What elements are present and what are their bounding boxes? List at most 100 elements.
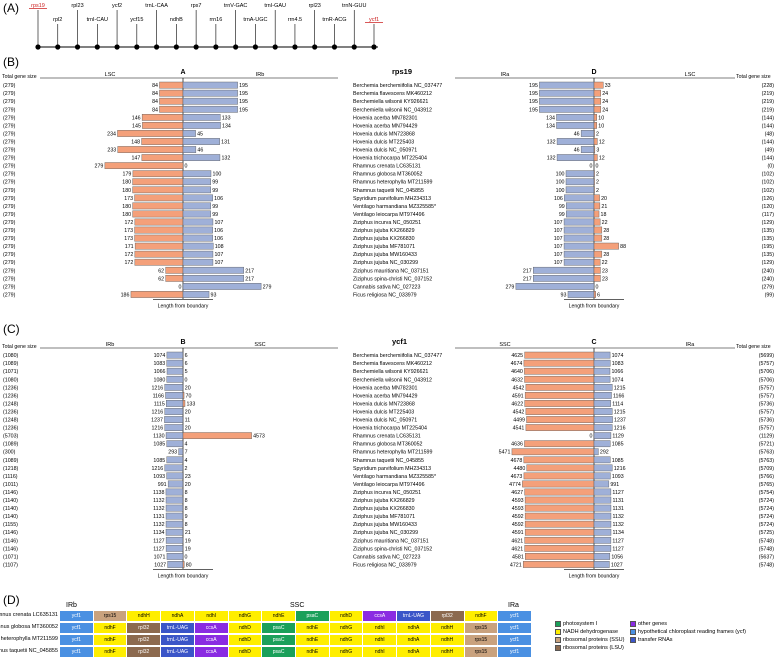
gene-block: ycf1: [60, 647, 94, 657]
total-size-value: (129): [762, 220, 775, 226]
boundary-bar: [165, 520, 184, 528]
boundary-bar: [182, 105, 238, 113]
bar-value: 106: [214, 228, 223, 234]
boundary-bar: [593, 226, 603, 234]
bar-value: 62: [158, 276, 164, 282]
bar-value: 99: [212, 188, 218, 194]
total-size-value: (5765): [759, 482, 775, 488]
boundary-bar: [182, 250, 214, 258]
bar-value: 93: [211, 292, 217, 298]
gene-block: ndhF: [464, 611, 499, 621]
boundary-bar: [165, 432, 184, 440]
boundary-marker: C: [591, 339, 596, 346]
region-label: LSC: [685, 72, 696, 78]
bar-value: 1138: [153, 490, 164, 496]
bar-value: 46: [574, 131, 580, 137]
bar-value: 1127: [612, 546, 623, 552]
gene-label: trnV-GAC: [224, 3, 248, 9]
gene-block: ccsA: [363, 611, 398, 621]
bar-value: 1166: [153, 393, 164, 399]
gene-block: trnL-UAG: [397, 611, 431, 621]
bar-value: 1216: [151, 426, 163, 432]
species-label: Hovenia trichocarpa MT225404: [353, 156, 427, 162]
bar-value: 4627: [511, 490, 523, 496]
boundary-bar: [593, 178, 595, 186]
bar-value: 28: [603, 236, 609, 242]
gene-block: ndhF: [93, 623, 128, 633]
total-size-value: (5757): [759, 393, 775, 399]
bar-value: 1131: [612, 506, 623, 512]
gene-block: rpl32: [127, 623, 162, 633]
bar-value: 3: [596, 148, 599, 154]
length-label: Length from boundary: [158, 303, 209, 309]
gene-label: rpl23: [71, 3, 83, 9]
boundary-bar: [593, 138, 598, 145]
bar-value: 1132: [153, 506, 164, 512]
gene-label: trnL-CAA: [145, 3, 168, 9]
bar-value: 45: [197, 131, 203, 137]
bar-value: 0: [596, 284, 599, 290]
total-size-header: Total gene size: [2, 74, 37, 80]
boundary-bar: [182, 97, 238, 105]
species-label: Hovenia dulcis MT225403: [353, 139, 414, 145]
boundary-bar: [593, 392, 612, 399]
bar-value: 10: [598, 115, 604, 121]
bar-value: 279: [506, 284, 515, 290]
gene-dot: [134, 44, 140, 50]
boundary-bar: [182, 89, 238, 97]
species-label: Ziziphus jujuba MW160433: [353, 522, 417, 528]
bar-value: 4542: [513, 385, 525, 391]
gene-block: trnL-UAG: [161, 635, 195, 645]
bar-value: 1114: [612, 401, 623, 407]
gene-label: rps7: [191, 3, 202, 9]
gene-block: psaC: [296, 611, 330, 621]
total-size-value: (279): [3, 284, 16, 290]
bar-value: 12: [599, 139, 605, 145]
species-label: Ficus religiosa NC_033979: [353, 562, 417, 568]
gene-block: ndhG: [228, 611, 263, 621]
bar-value: 1129: [612, 434, 623, 440]
gene-label: ndhB: [170, 17, 183, 23]
boundary-bar: [524, 544, 595, 552]
total-size-value: (279): [3, 123, 16, 129]
species-label: Ziziphus jujuba MW160433: [353, 252, 417, 258]
boundary-bar: [182, 138, 220, 145]
boundary-bar: [593, 146, 596, 153]
gene-block: psaC: [262, 635, 296, 645]
boundary-bar: [563, 218, 595, 226]
boundary-bar: [593, 561, 610, 568]
bar-value: 2: [185, 466, 188, 472]
species-label: Cannabis sativa NC_027223: [353, 284, 420, 290]
boundary-bar: [593, 351, 611, 359]
gene-block: ccsA: [194, 635, 229, 645]
length-label: Length from boundary: [158, 573, 209, 579]
gene-dot: [74, 44, 81, 50]
bar-value: 1215: [614, 385, 626, 391]
bar-value: 107: [554, 220, 563, 226]
boundary-bar: [524, 367, 595, 375]
total-size-value: (240): [762, 276, 775, 282]
gene-label: trnR-ACG: [322, 17, 346, 23]
bar-value: 1127: [612, 538, 623, 544]
total-size-value: (144): [762, 156, 775, 162]
bar-value: 217: [523, 276, 532, 282]
bar-value: 147: [131, 156, 140, 162]
total-size-value: (5754): [759, 490, 775, 496]
gene-label: rpl2: [53, 17, 62, 23]
bar-value: 0: [185, 164, 188, 170]
bar-value: 1083: [612, 361, 624, 367]
boundary-bar: [593, 250, 603, 258]
gene-block: ycf1: [498, 623, 532, 633]
total-size-value: (279): [3, 180, 16, 186]
total-size-value: (279): [3, 139, 16, 145]
boundary-bar: [524, 375, 595, 383]
total-size-value: (279): [3, 131, 16, 137]
bar-value: 21: [601, 204, 607, 210]
bar-value: 991: [610, 482, 619, 488]
total-size-value: (102): [762, 188, 775, 194]
boundary-bar: [593, 242, 619, 250]
boundary-bar: [593, 291, 596, 298]
boundary-bar: [134, 250, 184, 258]
total-size-value: (279): [3, 91, 16, 97]
bar-value: 12: [599, 156, 605, 162]
